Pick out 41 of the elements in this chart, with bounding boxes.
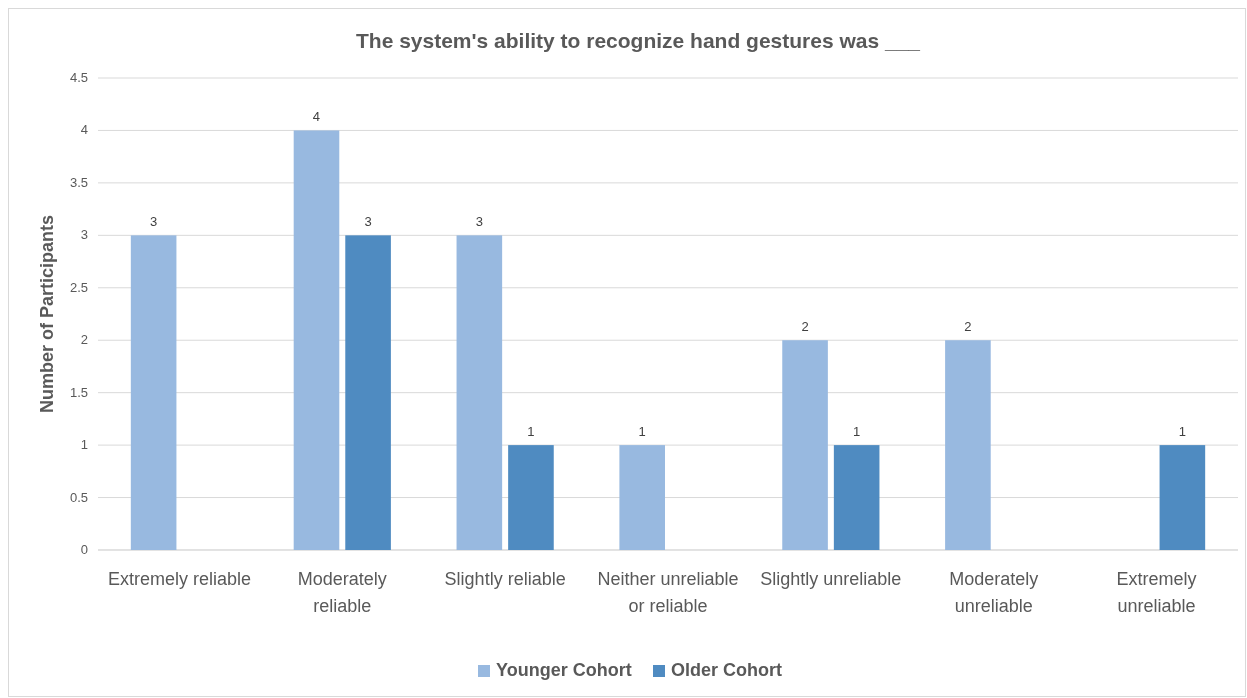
y-tick-label: 1 <box>80 437 88 453</box>
y-tick-label: 3 <box>80 227 88 243</box>
y-tick-label: 2 <box>80 332 88 348</box>
bar <box>345 235 391 550</box>
bar <box>833 445 880 550</box>
data-label: 3 <box>364 214 372 230</box>
y-tick-label: 2.5 <box>69 279 88 295</box>
x-tick-label: Slightly reliable <box>444 569 566 589</box>
bar <box>619 445 665 550</box>
data-label: 1 <box>527 424 535 440</box>
chart-title: The system's ability to recognize hand gestures was ___ <box>355 29 921 52</box>
x-tick-label: Extremely reliable <box>107 569 251 589</box>
data-label: 3 <box>475 214 483 230</box>
x-tick-label: Neither unreliable or reliable <box>597 569 739 616</box>
x-tick-label: Slightly unreliable <box>760 569 902 589</box>
data-label: 1 <box>1178 424 1186 440</box>
data-label: 2 <box>801 319 809 335</box>
x-tick-label: Extremely unreliable <box>1116 569 1197 616</box>
y-tick-label: 4 <box>80 122 88 138</box>
bar <box>782 340 828 550</box>
data-label: 1 <box>638 424 646 440</box>
bar <box>293 130 340 550</box>
bar <box>1159 445 1206 550</box>
bar <box>508 445 554 550</box>
x-tick-label: Moderately unreliable <box>949 569 1039 616</box>
data-label: 4 <box>312 109 321 125</box>
y-tick-label: 4.5 <box>69 70 88 85</box>
data-label: 2 <box>964 319 972 335</box>
legend-label: Younger Cohort <box>496 660 632 680</box>
bar <box>945 340 991 550</box>
bar <box>456 235 503 550</box>
legend-label: Older Cohort <box>671 660 782 680</box>
y-tick-label: 3.5 <box>69 174 88 190</box>
y-tick-label: 1.5 <box>69 384 88 400</box>
x-tick-label: Moderately reliable <box>297 569 387 616</box>
data-label: 1 <box>853 424 861 440</box>
y-tick-label: 0 <box>80 542 88 557</box>
bar <box>130 235 177 550</box>
y-tick-label: 0.5 <box>69 489 88 505</box>
y-axis-title: Number of Participants <box>37 214 57 414</box>
data-label: 3 <box>150 214 158 230</box>
